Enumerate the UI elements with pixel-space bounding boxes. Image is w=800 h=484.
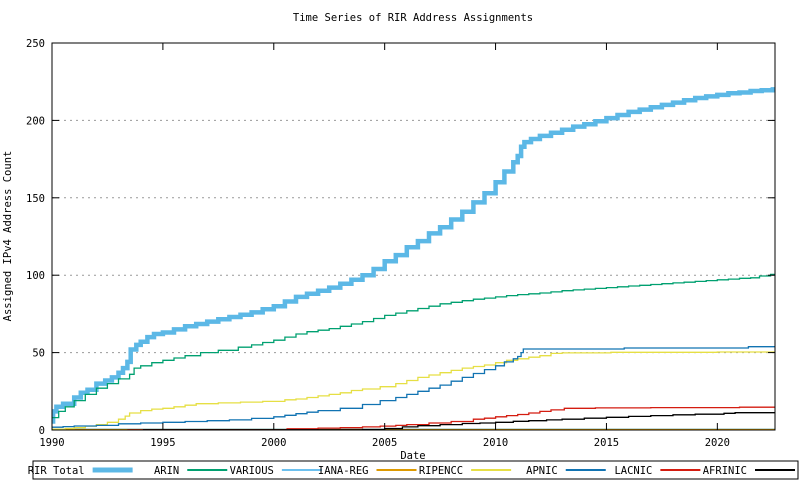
series-line-apnic (52, 346, 775, 428)
y-tick-label: 100 (26, 270, 45, 282)
legend-label: AFRINIC (703, 465, 747, 477)
y-tick-label: 50 (32, 348, 45, 360)
legend-label: RIPENCC (419, 465, 463, 477)
series-line-arin (52, 273, 775, 419)
series-line-afrinic (142, 412, 775, 431)
series-layer (52, 87, 775, 431)
legend-item-arin: ARIN (154, 465, 228, 477)
x-tick-label: 1995 (150, 437, 175, 449)
legend-item-rir-total: RIR Total (28, 465, 133, 477)
legend-item-ripencc: RIPENCC (419, 465, 512, 477)
y-tick-label: 150 (26, 193, 45, 205)
y-tick-label: 0 (39, 425, 45, 437)
x-axis-label: Date (400, 450, 425, 462)
y-axis-label: Assigned IPv4 Address Count (2, 151, 14, 322)
legend-item-various: VARIOUS (230, 465, 322, 477)
legend-item-lacnic: LACNIC (614, 465, 701, 477)
y-tick-label: 200 (26, 115, 45, 127)
legend-layer: RIR Total ARIN VARIOUS IANA-REG RIPENCC APNIC… (28, 460, 799, 480)
legend-label: IANA-REG (318, 465, 369, 477)
chart-title: Time Series of RIR Address Assignments (293, 12, 533, 24)
legend-label: VARIOUS (230, 465, 274, 477)
grid-layer (52, 119, 775, 354)
x-tick-label: 1990 (39, 437, 64, 449)
x-tick-label: 2020 (705, 437, 730, 449)
legend-item-apnic: APNIC (526, 465, 606, 477)
plot-border (51, 42, 776, 431)
x-tick-label: 2015 (594, 437, 619, 449)
legend-item-afrinic: AFRINIC (703, 465, 795, 477)
legend-label: LACNIC (614, 465, 652, 477)
legend-box (32, 460, 799, 480)
legend-label: ARIN (154, 465, 179, 477)
series-line-lacnic (127, 406, 775, 431)
legend-item-iana-reg: IANA-REG (318, 465, 417, 477)
axis-layer: 0 50 100 150 200 250 1990 1995 2000 2005 2010 2015 2… (26, 38, 776, 449)
y-tick-label: 250 (26, 38, 45, 50)
series-line-ripencc (52, 351, 775, 430)
legend-label: RIR Total (28, 465, 85, 477)
series-line-rir-total (52, 87, 775, 424)
x-tick-label: 2010 (483, 437, 508, 449)
legend-label: APNIC (526, 465, 558, 477)
x-tick-label: 2005 (372, 437, 397, 449)
x-tick-label: 2000 (261, 437, 286, 449)
